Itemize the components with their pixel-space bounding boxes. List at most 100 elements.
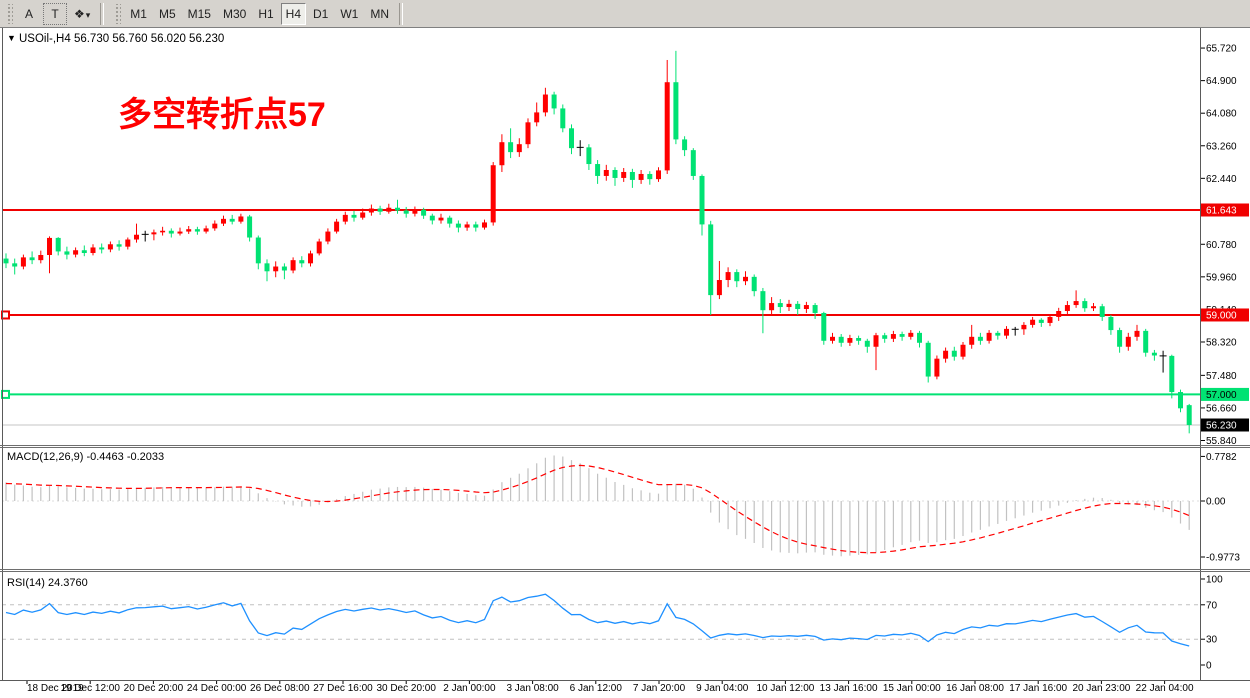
candle-body: [473, 224, 479, 228]
candle-body: [621, 171, 627, 178]
candle-body: [55, 237, 61, 252]
price-axis-label: 56.660: [1206, 403, 1237, 414]
candle-body: [351, 214, 357, 218]
macd-axis-label: 0.00: [1206, 497, 1226, 508]
timeframe-button-h1[interactable]: H1: [253, 3, 278, 25]
candle-body: [1056, 311, 1062, 317]
candle-body: [90, 247, 96, 254]
candle-body: [308, 253, 313, 264]
price-tag-label: 59.000: [1206, 310, 1237, 321]
candle-body: [786, 303, 792, 308]
rsi-line: [5, 593, 1190, 647]
candle-body: [255, 237, 261, 264]
price-tag-label: 61.643: [1206, 205, 1237, 216]
candle-body: [734, 272, 740, 282]
candle-body: [917, 332, 922, 343]
candle-body: [873, 335, 879, 347]
timeframe-button-m15[interactable]: M15: [183, 3, 216, 25]
symbol-ohlc-line: USOil-,H4 56.730 56.760 56.020 56.230: [19, 33, 224, 45]
candle-body: [20, 257, 26, 267]
price-tag: [1201, 308, 1249, 322]
timeframe-button-w1[interactable]: W1: [335, 3, 363, 25]
candle-body: [3, 258, 9, 264]
candle-body: [560, 108, 566, 129]
candle-body: [377, 208, 383, 212]
candle-body: [334, 221, 340, 232]
candle-body: [403, 210, 409, 214]
candle-body: [516, 144, 522, 153]
candle-body: [238, 216, 244, 222]
price-axis-label: 64.080: [1206, 109, 1237, 120]
candle-body: [943, 350, 949, 359]
time-axis-label: 17 Jan 16:00: [1009, 683, 1067, 694]
candle-body: [438, 217, 444, 221]
candle-body: [421, 209, 427, 216]
candle-body: [795, 303, 801, 310]
toolbar-grip[interactable]: [6, 3, 13, 24]
objects-tool-button[interactable]: ❖▾: [69, 3, 95, 25]
candle-body: [107, 244, 113, 250]
candle-body: [1091, 306, 1096, 309]
time-axis-label: 20 Jan 23:00: [1072, 683, 1130, 694]
time-axis-label: 30 Dec 20:00: [376, 683, 436, 694]
timeframe-button-mn[interactable]: MN: [365, 3, 394, 25]
candle-body: [360, 212, 366, 218]
time-axis-label: 19 Dec 12:00: [60, 683, 120, 694]
candle-body: [534, 112, 540, 123]
timeframe-button-group: M1 M5 M15 M30 H1 H4 D1 W1 MN: [124, 2, 395, 25]
candle-body: [464, 224, 470, 228]
candle-body: [638, 173, 644, 180]
candle-body: [1082, 301, 1088, 309]
candle-body: [1004, 328, 1009, 336]
candle-body: [412, 209, 418, 214]
timeframe-button-h4[interactable]: H4: [280, 2, 307, 25]
toolbar-grip-2[interactable]: [114, 3, 122, 24]
hline-marker[interactable]: [1, 310, 10, 320]
candle-body: [812, 305, 818, 313]
symbol-dropdown-icon[interactable]: ▼: [7, 33, 16, 43]
annotation-text: 多空转折点57: [118, 96, 326, 134]
time-axis-label: 7 Jan 20:00: [633, 683, 686, 694]
candle-body: [482, 222, 487, 228]
candle-body: [273, 266, 279, 272]
timeframe-button-d1[interactable]: D1: [308, 3, 333, 25]
toolbar: A T ❖▾ M1 M5 M15 M30 H1 H4 D1 W1 MN: [0, 0, 1250, 28]
time-axis-label: 13 Jan 16:00: [820, 683, 878, 694]
candle-body: [490, 165, 496, 223]
candle-body: [194, 229, 200, 232]
candle-body: [73, 250, 79, 255]
candle-body: [664, 82, 670, 171]
candle-body: [1099, 306, 1105, 317]
candle-body: [264, 263, 270, 272]
timeframe-button-m1[interactable]: M1: [125, 3, 152, 25]
candle-body: [569, 128, 574, 149]
price-axis-label: 60.780: [1206, 240, 1237, 251]
candle-body: [212, 223, 218, 229]
candle-body: [856, 338, 862, 341]
candle-body: [882, 335, 888, 339]
price-axis-label: 65.720: [1206, 44, 1237, 55]
price-axis-label: 62.440: [1206, 174, 1237, 185]
macd-label: MACD(12,26,9) -0.4463 -0.2033: [7, 451, 164, 463]
candle-body: [1117, 330, 1123, 347]
candle-body: [847, 338, 853, 343]
candle-body: [168, 230, 174, 234]
arrow-tool-button[interactable]: A: [17, 3, 41, 25]
candle-body: [499, 142, 505, 166]
candle-body: [803, 305, 809, 310]
timeframe-button-m5[interactable]: M5: [154, 3, 181, 25]
candle-body: [864, 340, 870, 347]
candle-body: [760, 291, 766, 311]
candle-body: [299, 260, 305, 264]
candle-body: [12, 263, 18, 267]
text-tool-button[interactable]: T: [43, 2, 67, 25]
hline-marker[interactable]: [1, 389, 10, 399]
toolbar-separator: [100, 2, 105, 25]
candle-body: [629, 171, 635, 180]
candle-body: [325, 231, 331, 242]
candle-body: [708, 224, 714, 296]
time-axis-label: 24 Dec 00:00: [187, 683, 247, 694]
timeframe-button-m30[interactable]: M30: [218, 3, 251, 25]
